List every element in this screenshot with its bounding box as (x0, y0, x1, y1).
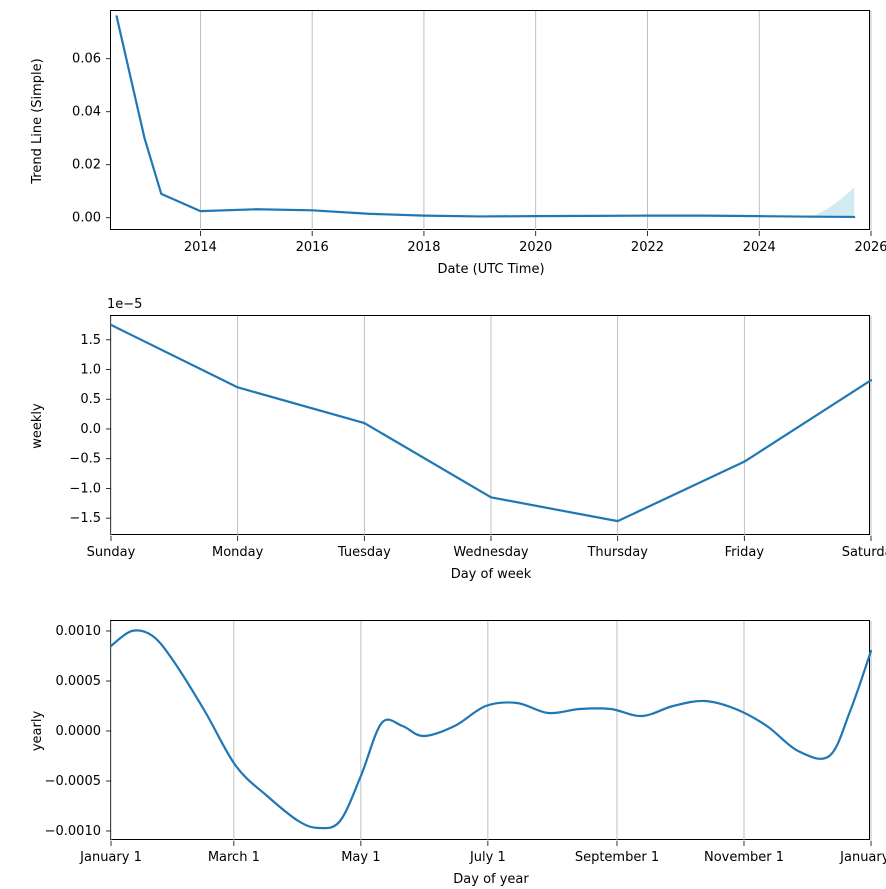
figure: 2014 2016 2018 2020 2022 2024 2026 0.00 0.02 0.04… (0, 0, 886, 889)
ytick-label: 0.00 (72, 211, 101, 226)
xtick-label: 2014 (184, 240, 217, 255)
series-line (117, 16, 855, 217)
chart-panel-trend: 20142016201820202022202420260.000.020.04… (110, 10, 870, 230)
series-line (111, 630, 871, 828)
chart-panel-yearly: January 1March 1May 1July 1September 1No… (110, 620, 870, 840)
xtick-label: 2016 (296, 240, 329, 255)
y-exponent-label: 1e−5 (107, 297, 142, 312)
ytick-label: 0.5 (80, 392, 101, 407)
xtick-label: January 1 (79, 850, 142, 865)
xtick-label: 2024 (743, 240, 776, 255)
ytick-label: −1.5 (69, 511, 101, 526)
y-axis-label: yearly (30, 711, 45, 752)
xtick-label: 2026 (854, 240, 886, 255)
chart-panel-weekly: SundayMondayTuesdayWednesdayThursdayFrid… (110, 315, 870, 535)
xtick-label: 2022 (631, 240, 664, 255)
xtick-label: 2018 (407, 240, 440, 255)
ytick-label: 0.04 (72, 105, 101, 120)
xtick-label: July 1 (469, 850, 506, 865)
xtick-label: Monday (212, 545, 264, 560)
xtick-label: 2020 (519, 240, 552, 255)
xtick-label: Saturday (842, 545, 886, 560)
xtick-label: January 1 (839, 850, 886, 865)
ytick-label: −0.0010 (45, 824, 101, 839)
ytick-label: 0.06 (72, 52, 101, 67)
ytick-label: 1.5 (80, 333, 101, 348)
xtick-label: May 1 (341, 850, 380, 865)
x-axis-label: Date (UTC Time) (437, 262, 544, 277)
chart-svg-weekly: SundayMondayTuesdayWednesdayThursdayFrid… (111, 316, 869, 534)
ytick-label: 0.0 (80, 422, 101, 437)
ytick-label: 0.0010 (56, 624, 102, 639)
ytick-label: 1.0 (80, 363, 101, 378)
chart-svg-trend: 20142016201820202022202420260.000.020.04… (111, 11, 869, 229)
ytick-label: 0.0005 (56, 674, 102, 689)
ytick-label: −1.0 (69, 481, 101, 496)
y-axis-label: Trend Line (Simple) (30, 58, 45, 184)
xtick-label: Sunday (87, 545, 136, 560)
y-axis-label: weekly (30, 403, 45, 449)
uncertainty-area (804, 187, 854, 218)
xtick-label: Friday (725, 545, 765, 560)
xtick-label: Tuesday (337, 545, 391, 560)
xtick-label: March 1 (208, 850, 260, 865)
ytick-label: −0.0005 (45, 774, 101, 789)
xtick-label: Wednesday (453, 545, 529, 560)
x-axis-label: Day of year (453, 872, 529, 887)
ytick-label: −0.5 (69, 452, 101, 467)
x-axis-label: Day of week (451, 567, 532, 582)
xtick-label: Thursday (586, 545, 648, 560)
xtick-label: September 1 (575, 850, 659, 865)
chart-svg-yearly: January 1March 1May 1July 1September 1No… (111, 621, 869, 839)
xtick-label: November 1 (704, 850, 784, 865)
ytick-label: 0.0000 (56, 724, 102, 739)
ytick-label: 0.02 (72, 158, 101, 173)
